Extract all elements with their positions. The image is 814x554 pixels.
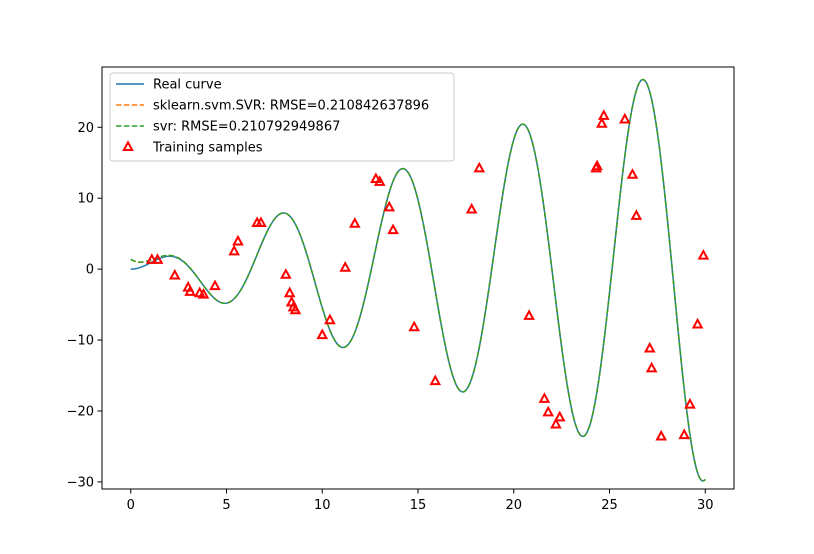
- y-tick-label: −20: [67, 404, 94, 419]
- x-tick-label: 15: [410, 498, 427, 513]
- training-sample-point: [168, 268, 181, 280]
- training-sample-point: [684, 397, 696, 409]
- training-sample-point: [209, 279, 221, 291]
- plot-area: [130, 78, 710, 482]
- training-sample-point: [626, 168, 639, 179]
- training-sample-point: [408, 320, 420, 332]
- training-sample-point: [655, 429, 668, 441]
- training-sample-point: [596, 117, 608, 128]
- training-sample-point: [678, 428, 691, 440]
- training-sample-point: [197, 287, 210, 299]
- training-sample-point: [542, 405, 555, 417]
- training-sample-point: [184, 285, 196, 296]
- y-tick-label: 20: [77, 121, 94, 136]
- training-sample-point: [383, 200, 396, 212]
- axes: 0 5 10 15 20 25 30 −30 −20 −10 0 10 20: [67, 66, 735, 513]
- training-sample-point: [348, 217, 361, 228]
- training-sample-point: [538, 392, 551, 403]
- training-sample-point: [339, 261, 352, 272]
- training-sample-point: [691, 317, 704, 329]
- training-sample-point: [523, 309, 535, 320]
- training-sample-point: [591, 159, 603, 171]
- training-sample-point: [553, 410, 566, 422]
- legend-box: [109, 72, 455, 162]
- y-tick-label: −10: [67, 334, 94, 349]
- training-sample-point: [280, 268, 292, 279]
- training-sample-point: [232, 234, 244, 246]
- curves: [130, 78, 706, 482]
- training-sample-point: [697, 248, 710, 260]
- training-sample-point: [619, 112, 631, 124]
- training-sample-point: [289, 303, 302, 315]
- training-sample-point: [283, 286, 296, 298]
- training-sample-point: [645, 361, 658, 373]
- legend-label: svr: RMSE=0.210792949867: [153, 120, 340, 135]
- training-sample-point: [429, 374, 442, 386]
- training-sample-point: [597, 109, 610, 120]
- training-sample-point: [228, 244, 240, 256]
- training-sample-point: [373, 175, 386, 186]
- training-sample-point: [370, 172, 382, 184]
- legend: Real curve sklearn.svm.SVR: RMSE=0.210842…: [109, 72, 455, 162]
- legend-handle-training-samples: [122, 140, 134, 151]
- training-sample-point: [550, 417, 562, 429]
- training-sample-point: [145, 253, 158, 264]
- training-sample-point: [630, 209, 643, 220]
- training-sample-point: [473, 161, 486, 173]
- x-tick-label: 5: [222, 498, 230, 513]
- y-tick-label: 10: [77, 192, 94, 207]
- training-sample-point: [465, 202, 478, 214]
- training-sample-point: [387, 223, 399, 235]
- training-sample-point: [151, 253, 164, 264]
- y-tick-label: −30: [67, 475, 94, 490]
- training-sample-markers: [145, 109, 710, 441]
- x-tick-label: 20: [505, 498, 522, 513]
- y-tick-label: 0: [86, 263, 94, 278]
- training-sample-point: [316, 328, 329, 340]
- legend-label: Training samples: [152, 141, 263, 156]
- series-line-real-curve: [130, 78, 706, 482]
- legend-label: Real curve: [153, 78, 222, 93]
- x-tick-label: 30: [697, 498, 714, 513]
- training-sample-point: [324, 313, 336, 325]
- training-sample-point: [643, 341, 656, 353]
- legend-label: sklearn.svm.SVR: RMSE=0.210842637896: [153, 99, 429, 114]
- x-tick-label: 25: [601, 498, 618, 513]
- x-tick-label: 10: [314, 498, 331, 513]
- training-sample-point: [255, 216, 267, 228]
- x-tick-label: 0: [127, 498, 135, 513]
